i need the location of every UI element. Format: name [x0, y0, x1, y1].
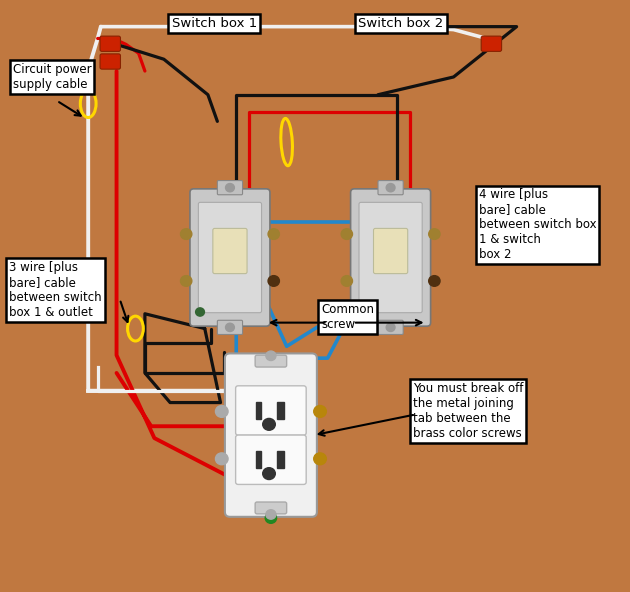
Circle shape: [341, 229, 353, 239]
FancyBboxPatch shape: [374, 229, 408, 274]
FancyBboxPatch shape: [236, 435, 306, 484]
Circle shape: [181, 229, 192, 239]
Bar: [256, 452, 261, 468]
Circle shape: [428, 229, 440, 239]
FancyBboxPatch shape: [359, 202, 422, 313]
FancyBboxPatch shape: [350, 189, 431, 326]
Circle shape: [386, 184, 395, 192]
Text: Circuit power
supply cable: Circuit power supply cable: [13, 63, 91, 91]
Text: Switch box 1: Switch box 1: [171, 17, 257, 30]
Circle shape: [181, 276, 192, 287]
Circle shape: [341, 276, 353, 287]
FancyBboxPatch shape: [100, 54, 120, 69]
Circle shape: [357, 308, 365, 316]
FancyBboxPatch shape: [100, 36, 120, 52]
Circle shape: [386, 323, 395, 332]
FancyBboxPatch shape: [255, 502, 287, 514]
Circle shape: [226, 184, 234, 192]
FancyBboxPatch shape: [236, 386, 306, 435]
Bar: [277, 402, 284, 419]
FancyBboxPatch shape: [213, 229, 247, 274]
Circle shape: [266, 510, 276, 519]
Circle shape: [195, 308, 204, 316]
Circle shape: [263, 468, 275, 480]
Circle shape: [268, 276, 280, 287]
Text: You must break off
the metal joining
tab between the
brass color screws: You must break off the metal joining tab…: [413, 382, 523, 440]
Text: Common
screw: Common screw: [321, 303, 374, 331]
Circle shape: [215, 453, 228, 465]
Bar: [256, 402, 261, 419]
Circle shape: [215, 406, 228, 417]
Text: 4 wire [plus
bare] cable
between switch box
1 & switch
box 2: 4 wire [plus bare] cable between switch …: [479, 188, 597, 262]
FancyBboxPatch shape: [217, 320, 243, 334]
FancyBboxPatch shape: [378, 181, 403, 195]
Circle shape: [226, 323, 234, 332]
FancyBboxPatch shape: [225, 353, 317, 517]
Text: 3 wire [plus
bare] cable
between switch
box 1 & outlet: 3 wire [plus bare] cable between switch …: [9, 261, 102, 319]
Circle shape: [428, 276, 440, 287]
Circle shape: [266, 351, 276, 361]
Circle shape: [268, 229, 280, 239]
FancyBboxPatch shape: [255, 355, 287, 367]
Circle shape: [263, 419, 275, 430]
Circle shape: [314, 406, 326, 417]
FancyBboxPatch shape: [378, 320, 403, 334]
Bar: [277, 452, 284, 468]
Circle shape: [314, 453, 326, 465]
FancyBboxPatch shape: [190, 189, 270, 326]
FancyBboxPatch shape: [217, 181, 243, 195]
Circle shape: [265, 513, 277, 523]
Text: Switch box 2: Switch box 2: [358, 17, 444, 30]
FancyBboxPatch shape: [198, 202, 261, 313]
FancyBboxPatch shape: [481, 36, 501, 52]
